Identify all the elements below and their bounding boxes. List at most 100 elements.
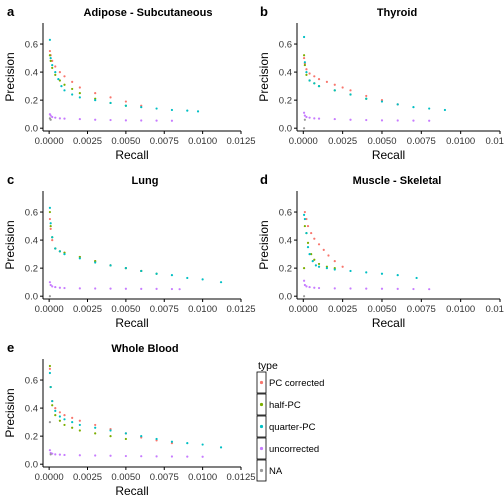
data-point [325, 80, 328, 84]
x-axis-title: Recall [372, 148, 405, 162]
data-point [333, 268, 336, 271]
y-axis-title: Precision [3, 388, 17, 437]
data-point [49, 224, 52, 228]
legend-swatch [259, 446, 264, 451]
data-point [313, 286, 316, 289]
y-tick-label: 0.4 [279, 68, 292, 79]
data-point [302, 213, 306, 216]
data-point [57, 78, 60, 81]
y-tick-label: 0.4 [279, 236, 292, 247]
series-quarter-pc [48, 38, 200, 113]
data-point [333, 89, 336, 92]
data-point [428, 119, 431, 122]
x-tick-label: 0.0050 [367, 136, 396, 147]
data-point [49, 227, 52, 230]
data-point [302, 127, 306, 130]
y-tick-label: 0.4 [25, 68, 38, 79]
data-point [58, 79, 61, 82]
data-point [306, 241, 310, 244]
data-point [48, 367, 52, 370]
panel-letter: e [7, 340, 14, 355]
data-point [94, 432, 97, 435]
data-point [51, 285, 54, 288]
data-point [412, 287, 415, 291]
data-point [317, 117, 321, 120]
y-tick-label: 0.0 [279, 124, 292, 135]
series-quarter-pc [48, 206, 223, 284]
y-tick-label: 0.6 [25, 208, 38, 219]
legend-label: uncorrected [269, 444, 319, 455]
data-point [305, 68, 308, 71]
series-half-pc [48, 54, 127, 107]
x-tick-label: 0.0000 [35, 472, 64, 483]
legend: type PC corrected half-PC quarter-PC uncorre… [256, 360, 324, 482]
data-point [325, 267, 328, 270]
data-point [109, 96, 112, 99]
x-tick-label: 0.0025 [73, 472, 102, 483]
data-point [308, 285, 311, 289]
series-uncorrected [302, 111, 431, 122]
data-point [58, 415, 61, 418]
data-point [51, 404, 54, 407]
x-tick-label: 0.0050 [111, 472, 140, 483]
data-point [303, 63, 306, 67]
data-point [396, 103, 399, 106]
y-tick-label: 0.2 [25, 96, 38, 107]
data-point [365, 287, 368, 290]
x-tick-label: 0.0050 [111, 136, 140, 147]
series-quarter-pc [302, 35, 447, 112]
series-pc-corrected [48, 367, 174, 445]
data-point [140, 269, 143, 273]
legend-swatch [259, 402, 264, 407]
data-point [94, 92, 97, 95]
data-point [219, 281, 223, 284]
y-tick-label: 0.6 [25, 376, 38, 387]
y-tick-label: 0.4 [25, 236, 38, 247]
data-point [78, 429, 81, 432]
data-point [333, 83, 336, 86]
panel-d: 0.0000 0.0025 0.0050 0.0075 0.0100 0.0125 0.0 0… [257, 172, 504, 330]
panel-title: Thyroid [377, 7, 417, 19]
y-tick-label: 0.2 [279, 264, 292, 275]
data-point [310, 253, 313, 256]
data-point [63, 414, 66, 417]
data-point [412, 106, 415, 109]
data-point [349, 118, 352, 121]
x-tick-label: 0.0025 [73, 136, 102, 147]
data-point [54, 406, 57, 410]
data-point [305, 115, 308, 119]
panel-a: 0.0000 0.0025 0.0050 0.0075 0.0100 0.0125 0.0 0… [3, 4, 256, 162]
data-point [71, 80, 74, 84]
x-axis-title: Recall [372, 316, 405, 330]
data-point [48, 217, 52, 221]
series-half-pc [48, 364, 127, 441]
data-point [94, 287, 97, 290]
data-point [78, 86, 81, 89]
data-point [380, 100, 384, 103]
data-point [303, 61, 306, 64]
x-tick-label: 0.0125 [485, 136, 504, 147]
data-point [302, 56, 306, 60]
panel-title: Whole Blood [111, 343, 178, 355]
data-point [308, 253, 311, 256]
x-tick-label: 0.0025 [73, 304, 102, 315]
x-tick-label: 0.0075 [407, 304, 436, 315]
data-point [63, 286, 66, 290]
data-point [333, 287, 336, 290]
data-point [303, 283, 306, 287]
x-tick-label: 0.0125 [226, 304, 255, 315]
x-tick-label: 0.0075 [407, 136, 436, 147]
x-tick-label: 0.0025 [328, 304, 357, 315]
data-point [196, 110, 200, 113]
series-na [48, 117, 52, 121]
data-point [58, 453, 61, 456]
data-point [380, 119, 384, 122]
data-point [302, 35, 306, 39]
data-point [63, 423, 66, 427]
data-point [302, 267, 306, 270]
data-point [219, 446, 223, 449]
data-point [48, 449, 52, 452]
series-na [48, 295, 52, 298]
data-point [63, 89, 66, 92]
